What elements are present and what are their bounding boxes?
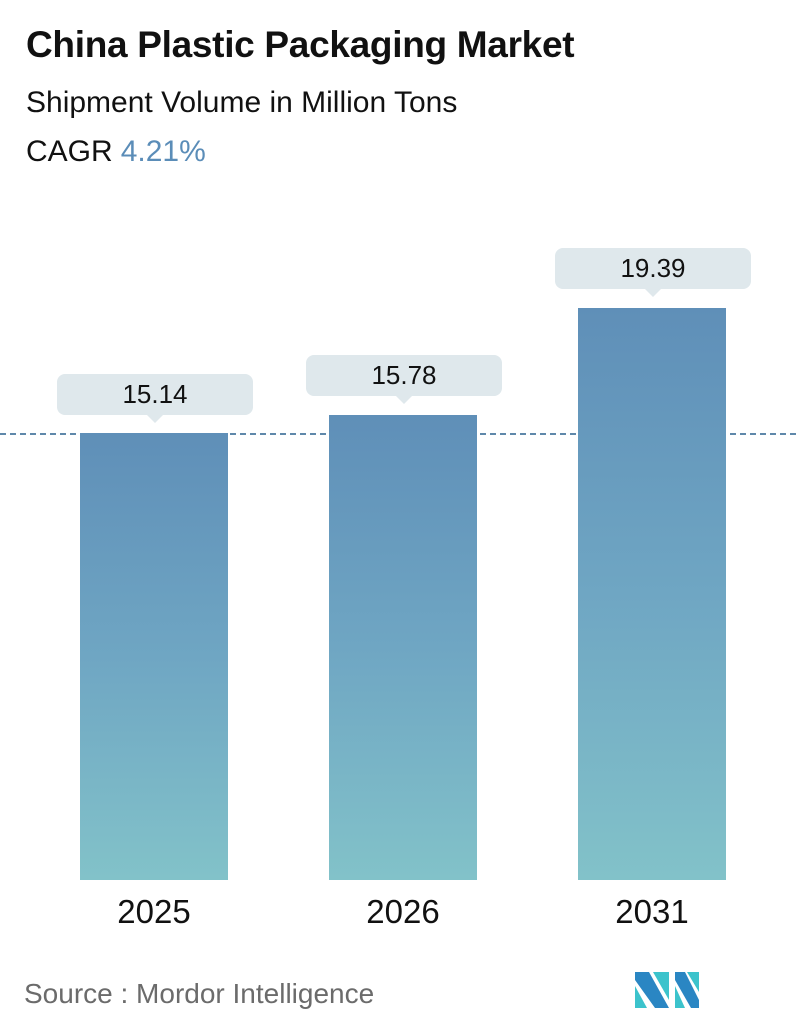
cagr-value: 4.21%: [120, 135, 206, 168]
chart-title: China Plastic Packaging Market: [26, 24, 575, 65]
x-label-2031: 2031: [615, 893, 689, 930]
cagr-line: CAGR 4.21%: [26, 135, 206, 169]
value-label-2026: 15.78: [306, 355, 502, 404]
x-label-2025: 2025: [117, 893, 191, 930]
value-label-2025: 15.14: [57, 374, 253, 423]
bar-2026: [329, 415, 477, 880]
mordor-intelligence-logo-icon: [635, 972, 699, 1008]
bar-2025: [80, 433, 228, 880]
chart-subtitle: Shipment Volume in Million Tons: [26, 86, 458, 119]
x-label-2026: 2026: [366, 893, 440, 930]
value-label-2031: 19.39: [555, 248, 751, 297]
source-text: Source : Mordor Intelligence: [24, 978, 375, 1009]
cagr-label: CAGR: [26, 135, 113, 168]
bar-2031: [578, 308, 726, 880]
